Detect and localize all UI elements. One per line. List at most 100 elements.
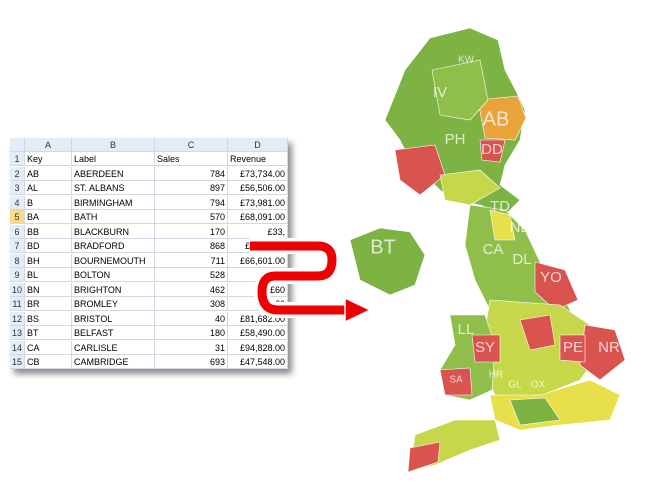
header-cell[interactable]: 8	[10, 253, 25, 268]
cell[interactable]: 31	[155, 340, 228, 355]
cell[interactable]: BOLTON	[72, 268, 155, 282]
shrewsbury	[471, 334, 501, 363]
cell[interactable]: 868	[155, 239, 228, 253]
cell[interactable]: Revenue	[228, 152, 288, 166]
cell[interactable]: B	[25, 195, 72, 210]
header-cell[interactable]: 11	[10, 297, 25, 311]
spreadsheet: A B C D 1 Key Label Sales Revenue 2 AB ABERDEEN 784 £…	[10, 138, 288, 369]
region-label: AB	[483, 108, 510, 130]
cell[interactable]: 897	[155, 181, 228, 195]
peterborough	[559, 334, 586, 363]
cell[interactable]: BS	[25, 311, 72, 326]
region-label: OX	[531, 380, 546, 391]
cell[interactable]: 170	[155, 224, 228, 239]
cell[interactable]: AB	[25, 166, 72, 181]
cell[interactable]: 462	[155, 282, 228, 297]
header-cell[interactable]: 14	[10, 340, 25, 355]
cell[interactable]: 528	[155, 268, 228, 282]
cell[interactable]: 711	[155, 253, 228, 268]
map-regions	[349, 27, 626, 473]
region-label: LL	[458, 321, 475, 338]
header-cell[interactable]: C	[155, 138, 228, 152]
cell[interactable]: BL	[25, 268, 72, 282]
region-label: KW	[458, 55, 475, 66]
cell[interactable]: £73,981.00	[228, 195, 288, 210]
cell[interactable]: BATH	[72, 210, 155, 224]
cell[interactable]: 784	[155, 166, 228, 181]
cell[interactable]: £94,828.00	[228, 340, 288, 355]
region-label: PH	[445, 131, 466, 148]
cell[interactable]: BH	[25, 253, 72, 268]
header-cell[interactable]: 9	[10, 268, 25, 282]
region-label: HR	[489, 370, 503, 381]
cornwall	[407, 441, 441, 473]
header-cell[interactable]: 3	[10, 181, 25, 195]
cell[interactable]: CAMBRIDGE	[72, 355, 155, 369]
header-cell[interactable]: 10	[10, 282, 25, 297]
south-green	[509, 397, 561, 426]
cell[interactable]: BRIGHTON	[72, 282, 155, 297]
cell[interactable]: BIRMINGHAM	[72, 195, 155, 210]
header-cell[interactable]: D	[228, 138, 288, 152]
cell[interactable]: CA	[25, 340, 72, 355]
cell[interactable]: Key	[25, 152, 72, 166]
region-label: GL	[508, 380, 522, 391]
yellow-patch	[489, 209, 516, 241]
header-cell[interactable]: 1	[10, 152, 25, 166]
cell[interactable]: BOURNEMOUTH	[72, 253, 155, 268]
cell[interactable]: BLACKBURN	[72, 224, 155, 239]
header-cell[interactable]: 5	[10, 210, 25, 224]
cell[interactable]: £73,734.00	[228, 166, 288, 181]
cell[interactable]: £58,490.00	[228, 326, 288, 340]
cell[interactable]: BROMLEY	[72, 297, 155, 311]
cell[interactable]: £81,682.00	[228, 311, 288, 326]
cell[interactable]: 180	[155, 326, 228, 340]
cell[interactable]: BRISTOL	[72, 311, 155, 326]
yorkshire	[534, 261, 579, 311]
cell[interactable]: ST. ALBANS	[72, 181, 155, 195]
cell[interactable]: £56,506.00	[228, 181, 288, 195]
northern-ireland	[349, 227, 426, 296]
cell[interactable]: BD	[25, 239, 72, 253]
cell[interactable]: BELFAST	[72, 326, 155, 340]
header-cell[interactable]: 15	[10, 355, 25, 369]
header-cell[interactable]	[10, 138, 25, 152]
header-cell[interactable]: 13	[10, 326, 25, 340]
cell[interactable]: BN	[25, 282, 72, 297]
header-cell[interactable]: 2	[10, 166, 25, 181]
cell[interactable]: 794	[155, 195, 228, 210]
cell[interactable]: ABERDEEN	[72, 166, 155, 181]
cell[interactable]: CB	[25, 355, 72, 369]
cell[interactable]: £68,091.00	[228, 210, 288, 224]
swansea	[439, 367, 473, 396]
cell[interactable]: 693	[155, 355, 228, 369]
cell[interactable]: CARLISLE	[72, 340, 155, 355]
aberdeen	[477, 95, 527, 141]
cell[interactable]: AL	[25, 181, 72, 195]
glasgow	[394, 144, 446, 196]
header-cell[interactable]: 7	[10, 239, 25, 253]
cell[interactable]: 570	[155, 210, 228, 224]
cell[interactable]: BR	[25, 297, 72, 311]
cell[interactable]: £47,548.00	[228, 355, 288, 369]
cell[interactable]: 308	[155, 297, 228, 311]
cell[interactable]: BB	[25, 224, 72, 239]
region-label: CA	[483, 241, 504, 258]
cell[interactable]: £66,601.00	[228, 253, 288, 268]
cell[interactable]: 40	[155, 311, 228, 326]
header-cell[interactable]: 12	[10, 311, 25, 326]
region-label: DD	[481, 141, 503, 158]
header-cell[interactable]: A	[25, 138, 72, 152]
region-label: YO	[540, 269, 562, 286]
cell[interactable]: Label	[72, 152, 155, 166]
cell[interactable]: BRADFORD	[72, 239, 155, 253]
header-cell[interactable]: 4	[10, 195, 25, 210]
cell[interactable]: Sales	[155, 152, 228, 166]
arrow-head	[344, 296, 372, 324]
header-cell[interactable]: B	[72, 138, 155, 152]
cell[interactable]: BA	[25, 210, 72, 224]
cell[interactable]: BT	[25, 326, 72, 340]
header-cell[interactable]: 6	[10, 224, 25, 239]
